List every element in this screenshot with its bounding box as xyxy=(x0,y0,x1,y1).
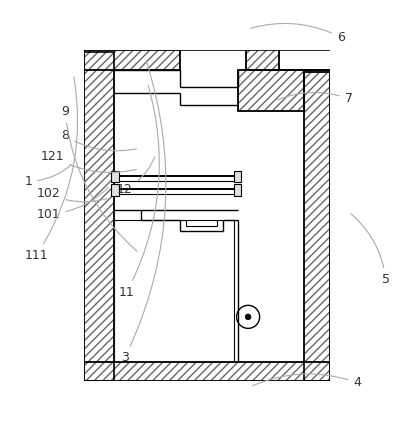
Bar xyxy=(303,72,330,381)
Bar xyxy=(330,50,370,381)
Text: 121: 121 xyxy=(41,150,136,173)
Bar xyxy=(83,52,114,381)
Text: 102: 102 xyxy=(37,187,107,202)
Bar xyxy=(233,184,240,195)
Bar xyxy=(83,50,180,70)
Bar xyxy=(245,47,278,70)
Bar xyxy=(1,381,412,418)
Bar xyxy=(83,362,330,381)
Bar xyxy=(111,184,118,195)
Bar xyxy=(114,72,303,362)
Text: 11: 11 xyxy=(119,85,159,298)
Bar xyxy=(83,52,114,381)
Text: 5: 5 xyxy=(350,214,389,286)
Text: 1: 1 xyxy=(24,165,71,188)
Text: 101: 101 xyxy=(37,187,108,220)
Bar xyxy=(303,72,330,381)
Bar xyxy=(83,362,330,381)
Text: 4: 4 xyxy=(252,374,360,389)
Text: 7: 7 xyxy=(277,92,352,106)
Bar xyxy=(245,47,278,70)
Circle shape xyxy=(244,314,250,320)
Bar xyxy=(237,70,303,111)
Bar xyxy=(237,70,303,111)
Text: 3: 3 xyxy=(121,61,166,365)
Text: 9: 9 xyxy=(61,105,137,251)
Bar xyxy=(233,171,240,182)
Text: 12: 12 xyxy=(116,157,154,196)
Bar xyxy=(1,6,83,418)
Text: 111: 111 xyxy=(24,77,78,262)
Bar xyxy=(1,0,412,50)
Bar xyxy=(114,220,233,362)
Text: 8: 8 xyxy=(61,129,136,151)
Bar xyxy=(111,171,118,182)
Bar xyxy=(83,50,180,70)
Text: 6: 6 xyxy=(250,23,344,44)
